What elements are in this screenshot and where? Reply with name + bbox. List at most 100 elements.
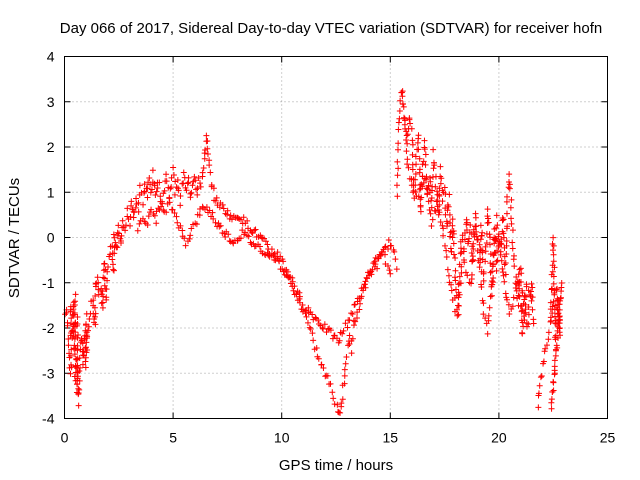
data-point xyxy=(394,193,401,200)
data-point xyxy=(381,251,388,258)
data-point xyxy=(412,176,419,183)
data-point xyxy=(159,200,166,207)
data-point xyxy=(494,222,501,229)
data-point xyxy=(488,292,495,299)
data-point xyxy=(415,193,422,200)
data-point xyxy=(318,361,325,368)
data-point xyxy=(506,185,513,192)
data-point xyxy=(482,243,489,250)
y-tick-label: -4 xyxy=(42,411,55,427)
data-point xyxy=(203,132,210,139)
y-axis-label: SDTVAR / TECUs xyxy=(6,178,23,298)
data-point xyxy=(350,317,357,324)
data-point xyxy=(551,370,558,377)
data-point xyxy=(101,282,108,289)
data-point xyxy=(400,103,407,110)
data-point xyxy=(280,258,287,265)
data-point xyxy=(185,179,192,186)
data-point xyxy=(209,209,216,216)
data-point xyxy=(132,204,139,211)
data-point xyxy=(145,213,152,220)
data-point xyxy=(234,214,241,221)
data-point xyxy=(168,184,175,191)
data-point xyxy=(370,260,377,267)
data-point xyxy=(112,239,119,246)
data-point xyxy=(67,306,74,313)
data-point xyxy=(439,198,446,205)
data-point xyxy=(194,191,201,198)
data-point xyxy=(550,242,557,249)
data-point xyxy=(95,286,102,293)
data-point xyxy=(412,170,419,177)
data-point xyxy=(554,344,561,351)
data-point xyxy=(509,303,516,310)
data-point xyxy=(274,249,281,256)
data-point xyxy=(371,258,378,265)
data-point xyxy=(200,164,207,171)
data-point xyxy=(482,258,489,265)
data-point xyxy=(535,390,542,397)
data-point xyxy=(528,297,535,304)
data-point xyxy=(558,284,565,291)
data-point xyxy=(428,223,435,230)
data-point xyxy=(114,229,121,236)
data-point xyxy=(457,250,464,257)
data-point xyxy=(114,244,121,251)
data-point xyxy=(402,125,409,132)
data-point xyxy=(525,304,532,311)
data-point xyxy=(78,337,85,344)
data-point xyxy=(356,300,363,307)
data-point xyxy=(504,296,511,303)
data-point xyxy=(462,269,469,276)
data-point xyxy=(140,201,147,208)
data-point xyxy=(240,214,247,221)
data-point xyxy=(542,345,549,352)
data-point xyxy=(449,216,456,223)
data-point xyxy=(144,194,151,201)
y-tick-label: -1 xyxy=(42,275,55,291)
data-point xyxy=(115,222,122,229)
data-point xyxy=(169,206,176,213)
data-point xyxy=(552,320,559,327)
data-point xyxy=(432,183,439,190)
data-point xyxy=(458,263,465,270)
data-point xyxy=(76,377,83,384)
data-point xyxy=(509,227,516,234)
data-point xyxy=(256,243,263,250)
data-point xyxy=(385,237,392,244)
data-point xyxy=(556,325,563,331)
data-point xyxy=(177,222,184,229)
data-point xyxy=(84,346,91,353)
data-point xyxy=(520,323,527,330)
data-point xyxy=(193,186,200,193)
data-point xyxy=(554,285,561,292)
data-point xyxy=(107,251,114,258)
data-point xyxy=(477,246,484,253)
data-point xyxy=(538,373,545,380)
data-point xyxy=(174,176,181,183)
data-point xyxy=(82,354,89,361)
data-point xyxy=(196,212,203,219)
data-point xyxy=(472,214,479,221)
data-point xyxy=(270,252,277,259)
data-point xyxy=(77,364,84,371)
data-point xyxy=(65,342,72,349)
data-point xyxy=(175,187,182,194)
data-point xyxy=(393,266,400,273)
data-point xyxy=(177,193,184,200)
data-point xyxy=(127,222,134,229)
data-point xyxy=(192,177,199,184)
data-point xyxy=(111,234,118,241)
data-point xyxy=(405,164,412,171)
data-point xyxy=(141,189,148,196)
data-point xyxy=(503,237,510,244)
data-point xyxy=(555,310,562,317)
data-point xyxy=(446,211,453,218)
data-point xyxy=(75,332,82,339)
data-point xyxy=(266,253,273,260)
data-point xyxy=(456,291,463,298)
data-point xyxy=(146,174,153,181)
data-point xyxy=(163,209,170,216)
data-point xyxy=(521,292,528,299)
data-point xyxy=(264,249,271,256)
